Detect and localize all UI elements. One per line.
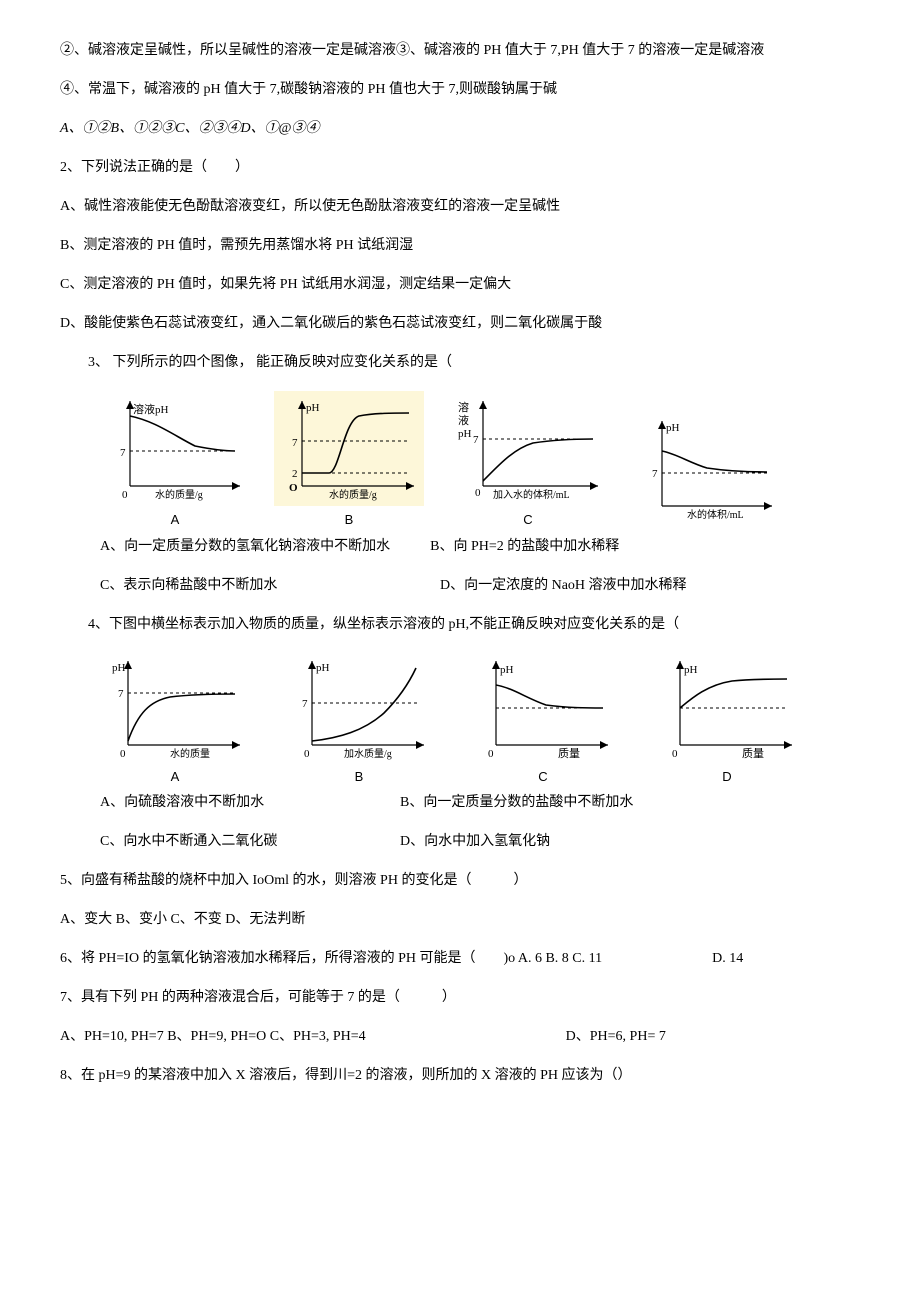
- q4-chart-B: pH 7 0 加水质量/g B: [284, 653, 434, 787]
- q4C-label: C: [538, 767, 547, 787]
- q3-chart-C: 溶 液 pH 7 0 加入水的体积/mL C: [448, 391, 608, 530]
- q2-optD: D、酸能使紫色石蕊试液变红，通入二氧化碳后的紫色石蕊试液变红，则二氧化碳属于酸: [60, 313, 870, 334]
- svg-text:0: 0: [304, 748, 310, 760]
- q4-opts-row1: A、向硫酸溶液中不断加水 B、向一定质量分数的盐酸中不断加水: [100, 792, 870, 813]
- q7-opts: A、PH=10, PH=7 B、PH=9, PH=O C、PH=3, PH=4 …: [60, 1026, 870, 1047]
- q4B-label: B: [355, 767, 364, 787]
- svg-text:pH: pH: [316, 662, 330, 674]
- svg-text:pH: pH: [112, 662, 126, 674]
- q3C-ylabel1: 溶: [458, 400, 469, 414]
- svg-text:pH: pH: [500, 664, 514, 676]
- q3-optD: D、向一定浓度的 NaoH 溶液中加水稀释: [440, 575, 687, 596]
- q3A-zero: 0: [122, 489, 128, 501]
- q4D-label: D: [722, 767, 731, 787]
- q4A-label: A: [171, 767, 180, 787]
- intro-choices: A、①②B、①②③C、②③④D、①@③④: [60, 118, 870, 139]
- svg-text:液: 液: [458, 413, 469, 427]
- q4-stem: 4、下图中横坐标表示加入物质的质量，纵坐标表示溶液的 pH,不能正确反映对应变化…: [60, 614, 870, 635]
- q3-optA: A、向一定质量分数的氢氧化钠溶液中不断加水: [100, 536, 390, 557]
- q3D-ylabel: pH: [666, 422, 680, 434]
- svg-text:0: 0: [475, 487, 481, 499]
- q3-optC: C、表示向稀盐酸中不断加水: [100, 575, 400, 596]
- q3-stem: 3、 下列所示的四个图像， 能正确反映对应变化关系的是（: [60, 352, 870, 373]
- q4-chart-D: pH 0 质量 D: [652, 653, 802, 787]
- svg-text:质量: 质量: [558, 747, 580, 760]
- q8-stem: 8、在 pH=9 的某溶液中加入 X 溶液后，得到川=2 的溶液，则所加的 X …: [60, 1065, 870, 1086]
- q3-chart-row: 溶液pH 7 0 水的质量/g A pH 7 2 O 水的质量/g B: [100, 391, 870, 530]
- svg-text:加水质量/g: 加水质量/g: [344, 748, 392, 760]
- svg-text:质量: 质量: [742, 747, 764, 760]
- svg-text:0: 0: [672, 748, 678, 760]
- svg-text:0: 0: [488, 748, 494, 760]
- svg-text:7: 7: [292, 437, 298, 449]
- q2-optA: A、碱性溶液能使无色酚酞溶液变红，所以使无色酚肽溶液变红的溶液一定呈碱性: [60, 196, 870, 217]
- q2-optB: B、测定溶液的 PH 值时，需预先用蒸馏水将 PH 试纸润湿: [60, 235, 870, 256]
- q6-optD: D. 14: [712, 948, 743, 969]
- q7-stem: 7、具有下列 PH 的两种溶液混合后，可能等于 7 的是（ ）: [60, 987, 870, 1008]
- q3A-seven: 7: [120, 447, 126, 459]
- svg-text:7: 7: [118, 688, 124, 700]
- q3A-xlabel: 水的质量/g: [155, 488, 203, 501]
- q4-chart-row: pH 7 0 水的质量 A pH 7 0 加水质量/g B pH 0 质: [100, 653, 870, 787]
- q3-chart-C-svg: 溶 液 pH 7 0 加入水的体积/mL: [448, 391, 608, 506]
- q4-optC: C、向水中不断通入二氧化碳: [100, 831, 360, 852]
- svg-text:7: 7: [473, 434, 479, 446]
- q3D-xlabel: 水的体积/mL: [687, 508, 744, 521]
- svg-text:O: O: [289, 482, 298, 494]
- q7-optsLeft: A、PH=10, PH=7 B、PH=9, PH=O C、PH=3, PH=4: [60, 1026, 366, 1047]
- q5-opts: A、变大 B、变小 C、不变 D、无法判断: [60, 909, 870, 930]
- q3A-ylabel: 溶液pH: [133, 402, 168, 416]
- svg-text:水的质量: 水的质量: [170, 747, 210, 760]
- q4-chart-C: pH 0 质量 C: [468, 653, 618, 787]
- q3-chart-A-svg: 溶液pH 7 0 水的质量/g: [100, 391, 250, 506]
- q4-optA: A、向硫酸溶液中不断加水: [100, 792, 360, 813]
- q3-chart-B-svg: pH 7 2 O 水的质量/g: [274, 391, 424, 506]
- q4-opts-row2: C、向水中不断通入二氧化碳 D、向水中加入氢氧化钠: [100, 831, 870, 852]
- q3C-label: C: [523, 510, 532, 530]
- q3-chart-D: pH 7 水的体积/mL: [632, 411, 782, 530]
- q3-chart-A: 溶液pH 7 0 水的质量/g A: [100, 391, 250, 530]
- q3C-xlabel: 加入水的体积/mL: [493, 488, 570, 501]
- q3B-label: B: [345, 510, 354, 530]
- q3-optB: B、向 PH=2 的盐酸中加水稀释: [430, 536, 619, 557]
- intro-stmt2: ②、碱溶液定呈碱性，所以呈碱性的溶液一定是碱溶液③、碱溶液的 PH 值大于 7,…: [60, 40, 870, 61]
- q2-stem: 2、下列说法正确的是（ ）: [60, 157, 870, 178]
- svg-text:2: 2: [292, 468, 298, 480]
- q4-optB: B、向一定质量分数的盐酸中不断加水: [400, 792, 633, 813]
- q3A-label: A: [171, 510, 180, 530]
- q3-chart-B: pH 7 2 O 水的质量/g B: [274, 391, 424, 530]
- svg-text:7: 7: [652, 468, 658, 480]
- q2-optC: C、测定溶液的 PH 值时，如果先将 PH 试纸用水润湿，测定结果一定偏大: [60, 274, 870, 295]
- q4-optD: D、向水中加入氢氧化钠: [400, 831, 550, 852]
- q3-chart-D-svg: pH 7 水的体积/mL: [632, 411, 782, 526]
- svg-text:7: 7: [302, 698, 308, 710]
- svg-text:pH: pH: [458, 428, 472, 440]
- q6-row: 6、将 PH=IO 的氢氧化钠溶液加水稀释后，所得溶液的 PH 可能是（ )o …: [60, 948, 870, 969]
- intro-stmt4: ④、常温下，碱溶液的 pH 值大于 7,碳酸钠溶液的 PH 值也大于 7,则碳酸…: [60, 79, 870, 100]
- q3-opts-row1: A、向一定质量分数的氢氧化钠溶液中不断加水 B、向 PH=2 的盐酸中加水稀释: [100, 536, 870, 557]
- q5-stem: 5、向盛有稀盐酸的烧杯中加入 IoOml 的水，则溶液 PH 的变化是（ ）: [60, 870, 870, 891]
- q3B-xlabel: 水的质量/g: [329, 488, 377, 501]
- q7-optD: D、PH=6, PH= 7: [566, 1026, 666, 1047]
- q3-opts-row2: C、表示向稀盐酸中不断加水 D、向一定浓度的 NaoH 溶液中加水稀释: [100, 575, 870, 596]
- svg-text:pH: pH: [684, 664, 698, 676]
- q6-stem: 6、将 PH=IO 的氢氧化钠溶液加水稀释后，所得溶液的 PH 可能是（ )o …: [60, 948, 602, 969]
- q3B-ylabel: pH: [306, 402, 320, 414]
- q4-chart-A: pH 7 0 水的质量 A: [100, 653, 250, 787]
- svg-text:0: 0: [120, 748, 126, 760]
